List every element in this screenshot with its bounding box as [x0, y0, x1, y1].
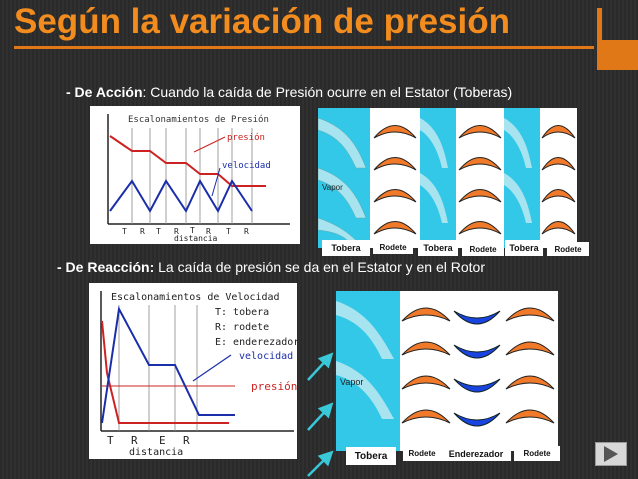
chart1-velocity-line	[109, 178, 253, 214]
chart1-pressure-line	[109, 135, 266, 187]
rotor-2	[456, 108, 504, 248]
reaccion-desc: La caída de presión se da en el Estator …	[154, 259, 486, 275]
rotor-3	[540, 108, 577, 248]
chart2-legend-r: R: rodete	[215, 322, 269, 333]
pressure-stages-chart: Escalonamientos de Presión presión veloc…	[90, 106, 300, 244]
flow-arrow-icon	[307, 450, 334, 477]
nozzle-blades-3	[504, 108, 540, 248]
chart1-presion-pointer	[193, 136, 226, 153]
turbine1-label-tobera: Tobera	[418, 240, 458, 256]
chart1-tick: T	[190, 226, 195, 235]
turbine1-label-rodete: Rodete	[547, 242, 589, 256]
reaction-rotor-1	[400, 291, 452, 451]
reaction-nozzle-blades	[336, 301, 394, 419]
accion-desc: : Cuando la caída de Presión ocurre en e…	[142, 84, 513, 100]
chart2-velocidad-pointer	[192, 354, 232, 382]
flow-arrow-icon	[307, 352, 334, 381]
chart1-ticks: T R T R T R T R	[122, 226, 249, 236]
chart1-title: Escalonamientos de Presión	[128, 114, 269, 125]
chart1-tick: R	[140, 227, 145, 236]
chart2-tick: E	[159, 434, 166, 447]
action-turbine-diagram: Vapor	[318, 108, 577, 248]
chart2-tick: R	[183, 434, 190, 447]
turbine1-vapor-label: Vapor	[322, 183, 343, 192]
turbine1-label-tobera: Tobera	[322, 240, 370, 256]
chart1-tick: R	[206, 227, 211, 236]
chart1-velocidad-label: velocidad	[222, 161, 271, 171]
chart2-xlabel: distancia	[129, 447, 183, 458]
velocity-stages-chart: Escalonamientos de Velocidad T: tobera R…	[89, 283, 299, 459]
chart1-tick: T	[226, 227, 231, 236]
nozzle-blades-2	[420, 108, 456, 248]
turbine2-label-rodete: Rodete	[403, 446, 441, 461]
reaccion-text: - De Reacción: La caída de presión se da…	[57, 259, 485, 275]
turbine1-label-rodete: Rodete	[462, 242, 504, 256]
turbine1-label-tobera: Tobera	[505, 240, 543, 256]
chart1-stage-lines	[131, 128, 253, 224]
turbine2-vapor-label: Vapor	[340, 377, 363, 387]
turbine1-label-rodete: Rodete	[373, 240, 413, 254]
chart2-ticks: T R E R	[107, 434, 190, 447]
chart1-tick: T	[122, 227, 127, 236]
flow-arrows	[307, 352, 334, 477]
chart2-legend-e: E: enderezador	[215, 337, 297, 348]
reaction-guide-vanes	[452, 291, 502, 451]
action-turbine-svg: Vapor	[318, 108, 577, 248]
chart1-tick: R	[244, 227, 249, 236]
chart2-velocity-line	[101, 305, 235, 424]
turbine2-label-enderezador: Enderezador	[441, 446, 511, 461]
reaction-turbine-svg: Vapor	[336, 291, 558, 451]
rotor-1	[370, 108, 420, 248]
chart2-title: Escalonamientos de Velocidad	[111, 292, 280, 303]
corner-block	[602, 40, 638, 70]
chart1-velocidad-pointer	[211, 167, 221, 197]
chart2-pressure-line	[101, 320, 229, 424]
accion-text: - De Acción: Cuando la caída de Presión …	[66, 84, 512, 100]
pressure-stages-svg: Escalonamientos de Presión presión veloc…	[107, 114, 290, 243]
title-underline	[14, 46, 594, 49]
chart2-velocidad-label: velocidad	[239, 351, 293, 362]
chart1-tick: R	[174, 227, 179, 236]
reaccion-label: - De Reacción:	[57, 259, 155, 275]
accion-label: - De Acción	[66, 84, 143, 100]
chart2-stage-lines	[118, 305, 198, 431]
chart2-tick: R	[131, 434, 138, 447]
corner-bar-vertical	[597, 8, 602, 70]
reaction-turbine-diagram: Vapor	[336, 291, 558, 451]
next-slide-button[interactable]	[595, 442, 627, 466]
chart2-presion-label: presión	[251, 380, 297, 393]
flow-arrow-icon	[307, 402, 334, 431]
reaction-rotor-2	[502, 291, 558, 451]
chart2-tick: T	[107, 434, 114, 447]
turbine2-label-tobera: Tobera	[346, 447, 396, 465]
chart1-xlabel: distancia	[174, 234, 218, 243]
next-slide-icon	[604, 446, 618, 462]
chart1-tick: T	[156, 227, 161, 236]
chart2-legend-t: T: tobera	[215, 307, 269, 318]
chart1-presion-label: presión	[227, 132, 265, 143]
velocity-stages-svg: Escalonamientos de Velocidad T: tobera R…	[100, 291, 299, 458]
turbine2-label-rodete: Rodete	[514, 446, 560, 461]
slide-title: Según la variación de presión	[14, 2, 510, 41]
